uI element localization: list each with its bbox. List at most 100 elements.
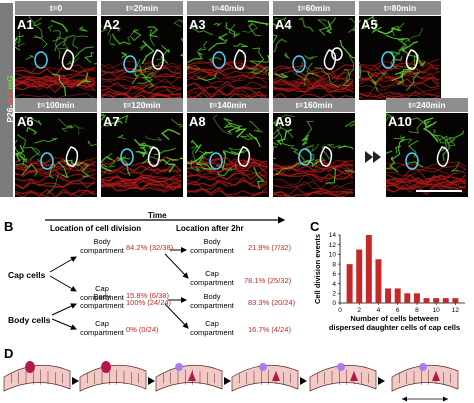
frame-id-label: A9 [275, 114, 292, 129]
daughter-cell [337, 363, 345, 371]
cell-outline-cyan [381, 51, 395, 69]
cell-outline-cyan [40, 152, 54, 170]
tissue-band [391, 364, 459, 392]
daughter-cell [175, 363, 183, 371]
cell-outline-white [147, 146, 161, 167]
cell-outline-cyan [34, 51, 48, 69]
y-tick-label: 6 [332, 271, 336, 278]
dividing-cell [101, 361, 111, 373]
body-mid-cap-compartment: Cap compartment [80, 319, 124, 337]
bar [356, 249, 363, 303]
cap-cells-label: Cap cells [8, 270, 46, 280]
cell-outline-white [65, 146, 79, 167]
arrow-right-icon [148, 377, 155, 385]
daughter-cell [259, 363, 267, 371]
cell-outline-white [319, 146, 333, 167]
tissue-band [155, 364, 223, 392]
x-tick-label: 2 [357, 307, 361, 314]
frame-time-label: t=60min [273, 1, 355, 15]
y-tick-label: 4 [332, 281, 336, 288]
x-tick-label: 8 [415, 307, 419, 314]
microscopy-frame: A8 [187, 113, 269, 197]
daughter-cell [432, 371, 440, 381]
daughter-cell [272, 371, 280, 381]
x-tick-label: 6 [396, 307, 400, 314]
dividing-cell [25, 361, 35, 373]
x-tick-label: 4 [377, 307, 381, 314]
microscopy-frame: A6 [15, 113, 97, 197]
frame-time-label: t=160min [273, 98, 355, 112]
bar [452, 298, 459, 303]
x-axis-label: Number of cells between [350, 314, 439, 323]
body-val-right-body: 83.3% (20/24) [248, 298, 296, 307]
panel-d-schematic [3, 361, 459, 402]
bar [365, 235, 372, 303]
frame-time-label: t=0 [15, 1, 97, 15]
body-cells-label: Body cells [8, 315, 51, 325]
frame-id-label: A4 [275, 17, 292, 32]
frame-time-label: t=40min [187, 1, 269, 15]
double-arrow-heads [402, 396, 448, 402]
panel-letter-b: B [4, 219, 14, 234]
cell-outline-white [151, 49, 165, 70]
bar [433, 298, 440, 303]
frame-id-label: A3 [189, 17, 206, 32]
frame-time-label: t=80min [359, 1, 441, 15]
frame-time-label: t=20min [101, 1, 183, 15]
cell-outline-white [323, 49, 337, 70]
cell-outline-cyan [292, 55, 306, 73]
daughter-cell [419, 363, 427, 371]
arrow-right-icon [72, 377, 79, 385]
panel-letter-d: D [4, 346, 14, 361]
cell-outline-white [237, 146, 251, 167]
cell-outline-white [233, 49, 247, 70]
stain-label-bar: P26-mT mG [0, 3, 15, 197]
frame-id-label: A1 [17, 17, 34, 32]
arrow-right-icon [378, 377, 385, 385]
y-tick-label: 14 [329, 232, 337, 239]
frame-time-label: t=140min [187, 98, 269, 112]
bar [442, 298, 449, 303]
col-location-division: Location of cell division [50, 224, 142, 233]
y-tick-label: 2 [332, 290, 336, 297]
frame-time-label: t=100min [15, 98, 97, 112]
tissue-band [3, 364, 71, 392]
cap-mid-cap-compartment: Cap compartment [80, 284, 124, 302]
cap-val-body: 84.2% (32/38) [126, 243, 174, 252]
body-right-cap-compartment: Cap compartment [190, 319, 234, 337]
daughter-cell [350, 371, 358, 381]
frame-id-label: A8 [189, 114, 206, 129]
cell-outline-cyan [123, 55, 137, 73]
panel-b-arrows [45, 216, 286, 330]
cell-outline-cyan [120, 148, 134, 166]
y-axis-label: Cell division events [313, 234, 322, 304]
panel-c-bar-chart: 0 2 4 6 8 10 12 14 0 2 4 6 8 10 12 Cell division events… [313, 232, 465, 332]
x-tick-label: 10 [433, 307, 441, 314]
arrow-right-icon [300, 377, 307, 385]
bar [413, 293, 420, 303]
bar [346, 264, 353, 303]
y-tick-label: 10 [329, 252, 337, 259]
microscopy-frame: A9 [273, 113, 355, 197]
stain-label: P26-mT mG [5, 75, 15, 123]
daughter-cell [188, 371, 196, 381]
frame-id-label: A2 [103, 17, 120, 32]
frame-time-label: t=240min [386, 98, 468, 112]
microscopy-frame: A7 [101, 113, 183, 197]
frame-id-label: A6 [17, 114, 34, 129]
cell-outline-white [405, 49, 419, 70]
x-tick-label: 12 [452, 307, 460, 314]
cap-right-cap-compartment: Cap compartment [190, 269, 234, 287]
microscopy-frame: A5 [359, 16, 441, 100]
frame-id-label: A7 [103, 114, 120, 129]
microscopy-frame: A10 [386, 113, 468, 197]
body-val-body: 100% (24/24) [126, 298, 172, 307]
microscopy-frame: A4 [273, 16, 355, 100]
body-mid-body-compartment: Body compartment [80, 292, 124, 310]
bar [423, 298, 430, 303]
bar [394, 288, 401, 303]
body-val-right-cap: 16.7% (4/24) [248, 325, 291, 334]
cap-val-right-body: 21.9% (7/32) [248, 243, 291, 252]
microscopy-frame: A3 [187, 16, 269, 100]
x-axis-label: dispersed daughter cells of cap cells [329, 323, 460, 332]
